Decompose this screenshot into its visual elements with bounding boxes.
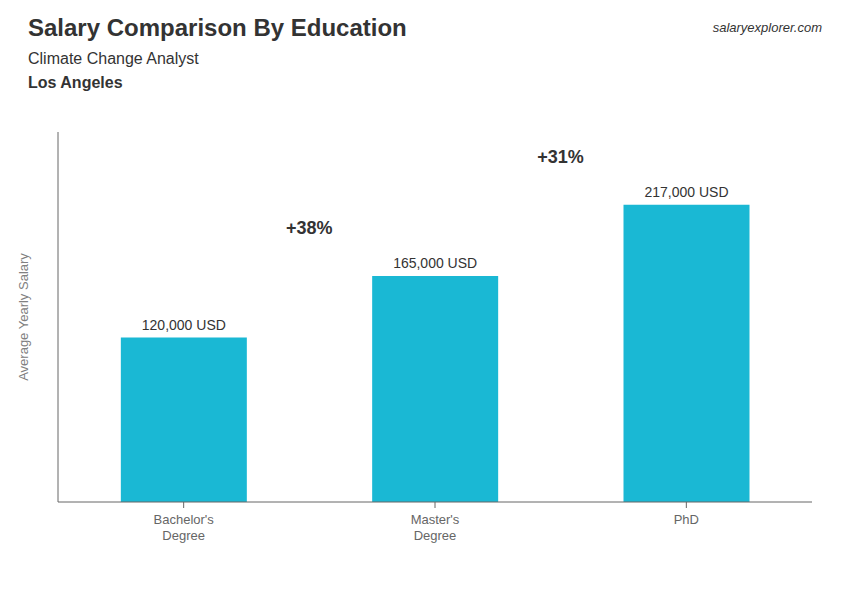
svg-text:Bachelor'sDegree: Bachelor'sDegree xyxy=(154,512,215,543)
html-text:Salary Comparison By Education: Salary Comparison By Education xyxy=(28,14,407,41)
svg-text:+38%: +38% xyxy=(286,218,333,238)
svg-text:Master'sDegree: Master'sDegree xyxy=(411,512,460,543)
svg-text:Average Yearly Salary: Average Yearly Salary xyxy=(16,253,31,381)
html-text:Los Angeles: Los Angeles xyxy=(28,74,123,91)
svg-text:165,000 USD: 165,000 USD xyxy=(393,255,477,271)
svg-text:120,000 USD: 120,000 USD xyxy=(142,317,226,333)
svg-text:217,000 USD: 217,000 USD xyxy=(644,184,728,200)
svg-text:+31%: +31% xyxy=(537,147,584,167)
html-text:Climate Change Analyst: Climate Change Analyst xyxy=(28,50,199,67)
svg-text:PhD: PhD xyxy=(674,512,699,527)
html-text:salaryexplorer.com: salaryexplorer.com xyxy=(712,20,822,35)
